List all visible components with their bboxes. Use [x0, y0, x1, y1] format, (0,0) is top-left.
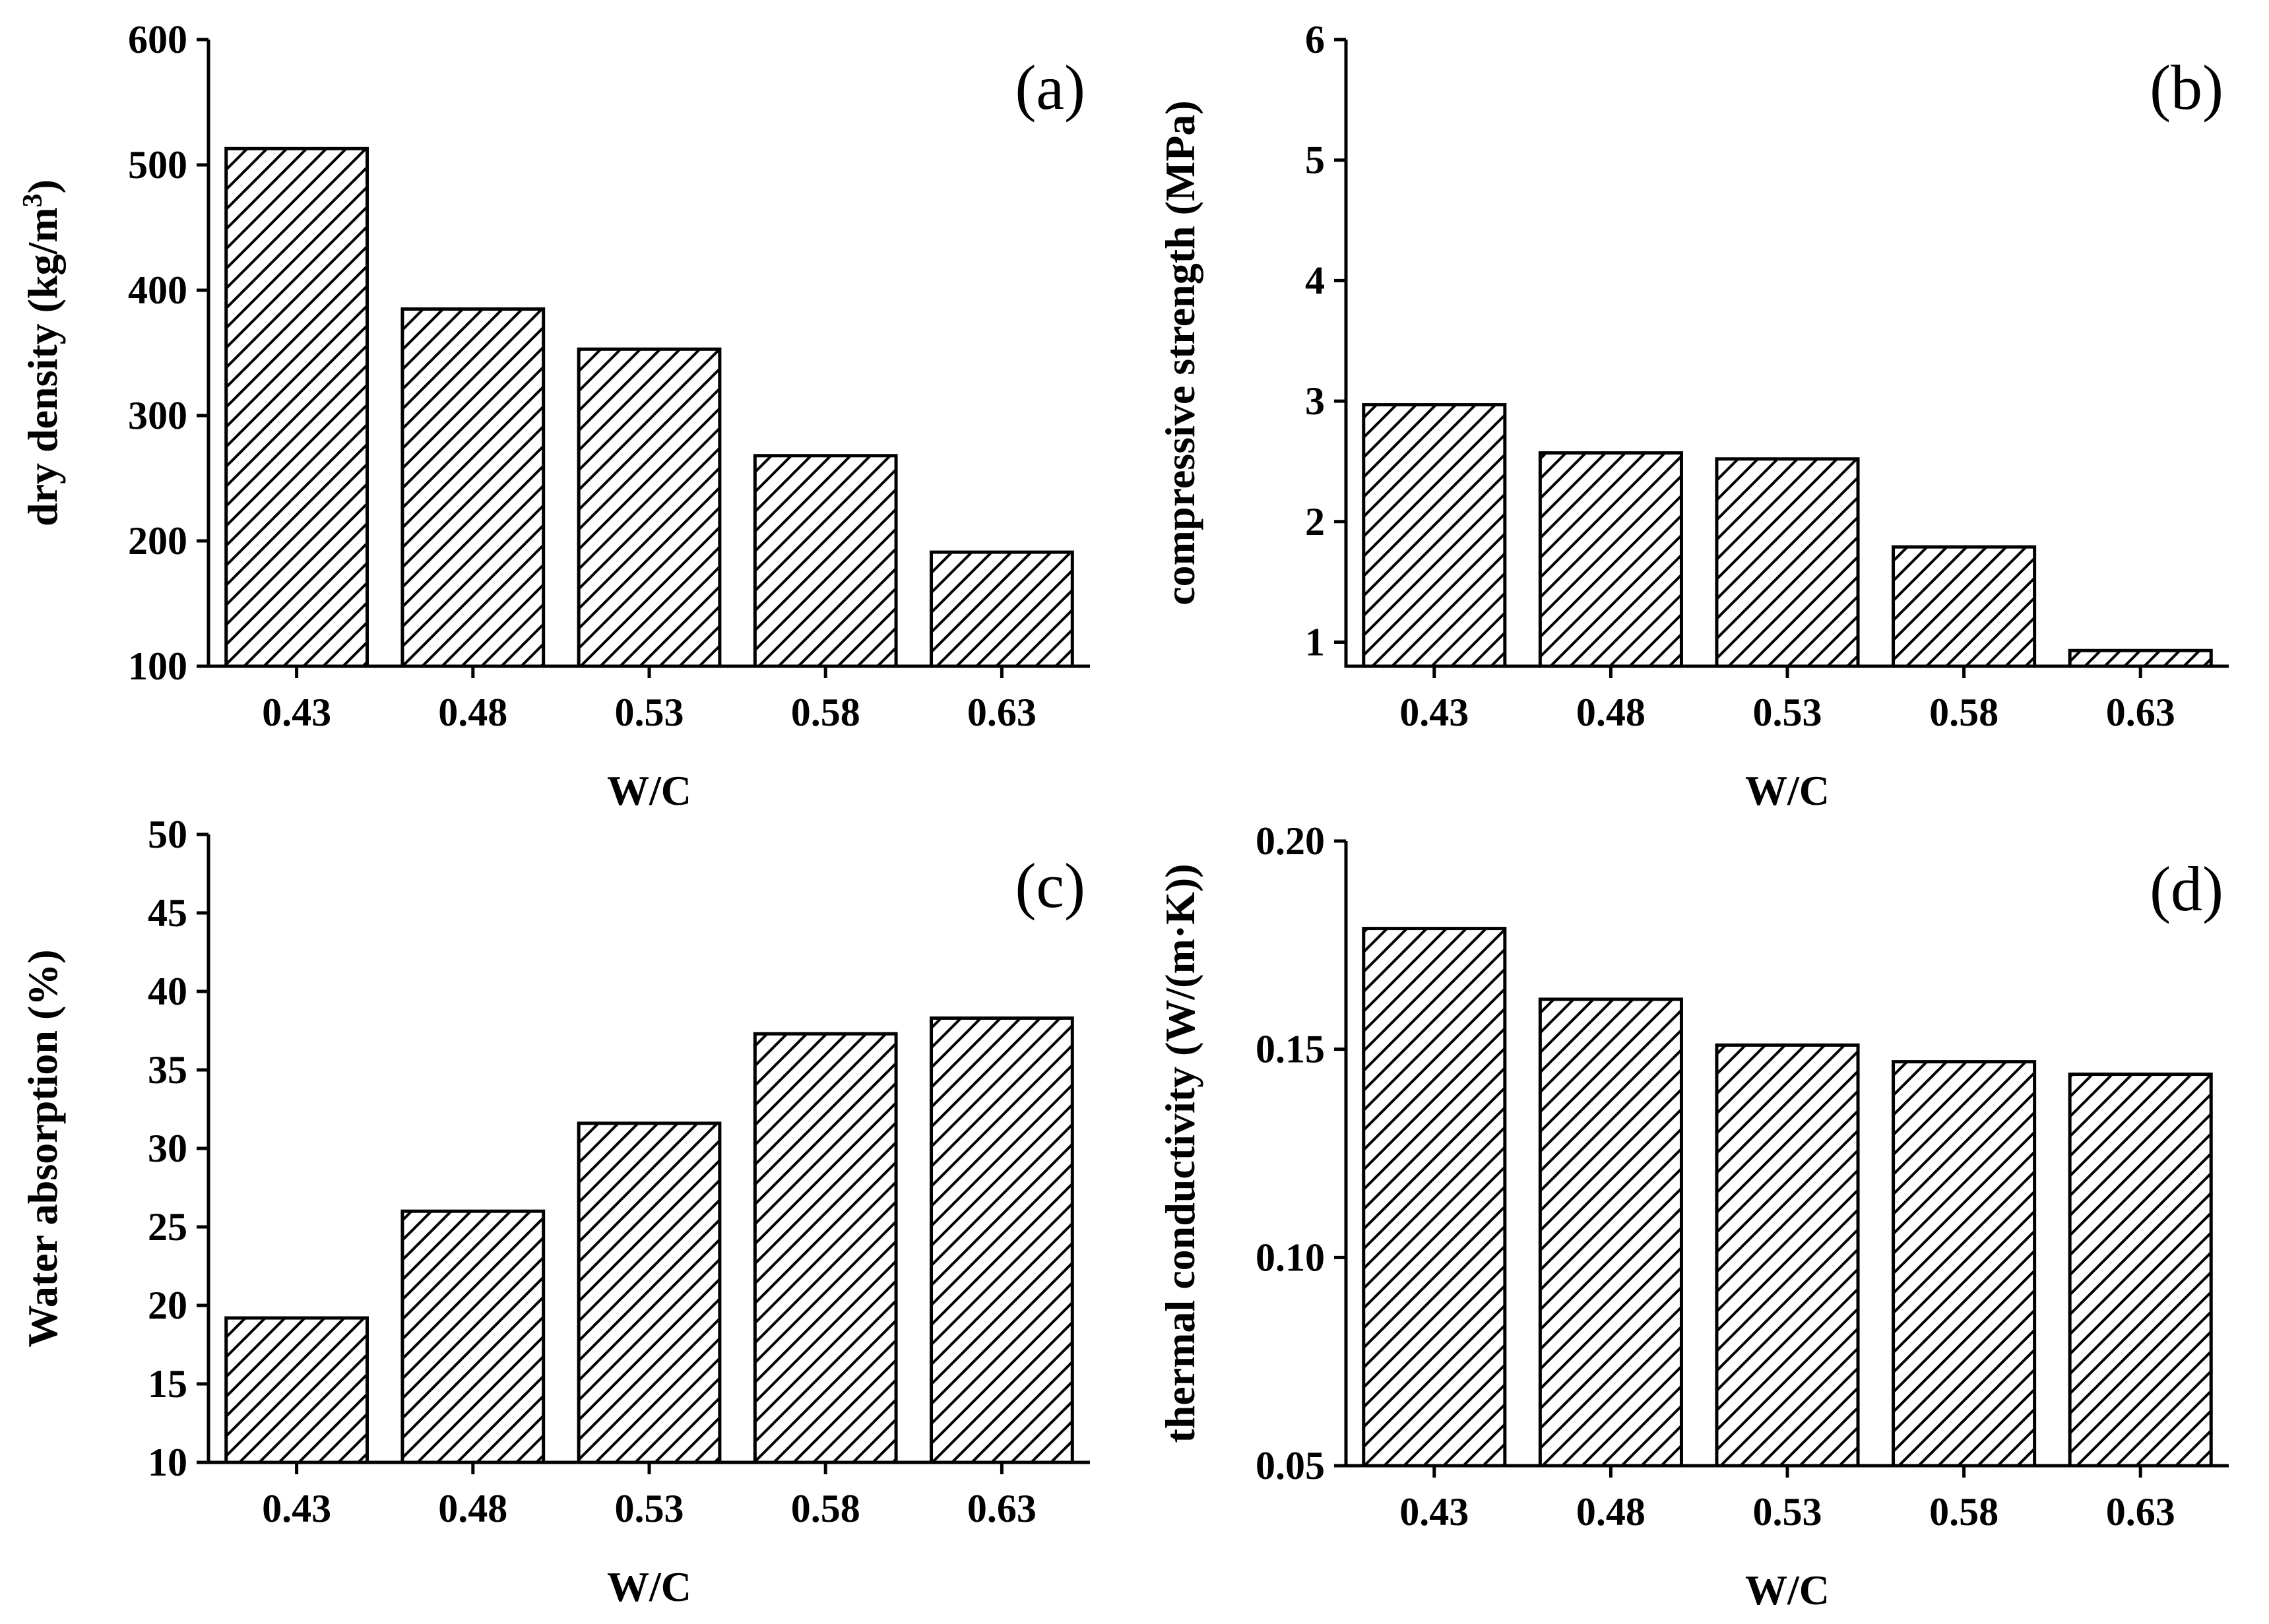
bar-0.43 [224, 1316, 369, 1464]
y-tick-label: 30 [148, 1127, 187, 1170]
panel-label: (a) [1015, 52, 1085, 123]
x-axis-title: W/C [1745, 767, 1830, 814]
y-axis-title: thermal conductivity (W/(m·K)) [1157, 863, 1203, 1443]
x-tick-label: 0.43 [1399, 1490, 1469, 1534]
y-tick-label: 5 [1305, 139, 1325, 182]
x-tick-label: 0.58 [1929, 691, 1998, 734]
y-tick-label: 600 [128, 18, 187, 61]
x-axis-title: W/C [607, 767, 691, 814]
x-tick-label: 0.63 [2106, 691, 2175, 734]
y-tick-label: 100 [128, 644, 187, 688]
x-tick-label: 0.53 [1753, 1490, 1822, 1534]
x-tick-label: 0.58 [791, 691, 860, 734]
panel-label: (d) [2150, 854, 2223, 924]
bar-0.48 [1538, 997, 1683, 1468]
bar-0.53 [577, 347, 722, 668]
panel-c: 10 15 20 25 30 35 40 45 50 0.43 0.48 0.53 0.58 0.63 W/… [19, 813, 1090, 1610]
panel-d: 0.05 0.10 0.15 0.20 0.43 0.48 0.53 0.58 0.63 W/C t… [1157, 819, 2229, 1613]
x-tick-label: 0.43 [262, 691, 331, 734]
y-tick-label: 50 [148, 813, 187, 856]
y-tick-label: 10 [148, 1441, 187, 1484]
panel-b: 1 2 3 4 5 6 0.43 0.48 0.53 0.58 0.63 W/C compressive… [1157, 18, 2229, 814]
bar-0.43 [1362, 403, 1507, 668]
bar-0.58 [1892, 545, 2037, 668]
y-axis-title-close: ) [19, 179, 66, 193]
x-tick-label: 0.43 [1399, 691, 1469, 734]
bar-0.53 [577, 1121, 722, 1464]
x-tick-label: 0.53 [1753, 691, 1822, 734]
y-tick-label: 4 [1305, 259, 1325, 302]
y-tick-label: 400 [128, 268, 187, 312]
y-axis-title: Water absorption (%) [19, 949, 66, 1347]
bar-0.58 [1892, 1060, 2037, 1468]
x-axis-title: W/C [607, 1563, 691, 1610]
x-tick-label: 0.58 [791, 1487, 860, 1530]
y-tick-label: 500 [128, 143, 187, 187]
x-tick-label: 0.63 [967, 1487, 1037, 1530]
bar-0.48 [400, 1209, 546, 1464]
y-tick-label: 45 [148, 891, 187, 935]
x-tick-label: 0.48 [438, 1487, 507, 1530]
x-tick-label: 0.53 [615, 691, 684, 734]
bar-0.58 [753, 454, 898, 668]
y-tick-label: 6 [1305, 18, 1325, 61]
x-tick-label: 0.43 [262, 1487, 331, 1530]
bar-0.43 [1362, 927, 1507, 1468]
axes [1344, 40, 2229, 668]
y-tick-label: 3 [1305, 379, 1325, 423]
y-tick-label: 20 [148, 1284, 187, 1327]
y-tick-label: 0.20 [1256, 819, 1325, 863]
y-tick-label: 1 [1305, 620, 1325, 664]
bar-0.53 [1715, 457, 1860, 668]
y-axis-title-main: dry density (kg/m [19, 207, 66, 526]
y-tick-label: 200 [128, 519, 187, 563]
y-axis-title: dry density (kg/m3) [18, 179, 66, 526]
x-tick-label: 0.48 [1576, 691, 1646, 734]
y-tick-label: 0.05 [1256, 1444, 1325, 1487]
bar-0.63 [2068, 648, 2213, 668]
x-tick-label: 0.63 [967, 691, 1037, 734]
panel-label: (c) [1015, 850, 1085, 921]
bar-0.63 [930, 550, 1074, 668]
bar-0.43 [224, 146, 369, 668]
y-tick-label: 25 [148, 1205, 187, 1249]
y-axis-title: compressive strength (MPa) [1157, 100, 1203, 605]
x-tick-label: 0.58 [1929, 1490, 1998, 1534]
y-tick-label: 300 [128, 394, 187, 437]
bar-0.48 [400, 307, 546, 668]
y-axis-title-superscript: 3 [18, 193, 48, 207]
bar-0.48 [1538, 451, 1683, 668]
y-tick-label: 35 [148, 1048, 187, 1092]
x-tick-label: 0.63 [2106, 1490, 2175, 1534]
y-tick-label: 2 [1305, 500, 1325, 544]
y-tick-label: 40 [148, 970, 187, 1013]
bar-0.53 [1715, 1043, 1860, 1468]
x-tick-label: 0.53 [615, 1487, 684, 1530]
panel-label: (b) [2150, 52, 2223, 123]
bar-0.58 [753, 1032, 898, 1464]
panel-a: 100 200 300 400 500 600 0.43 0.48 0.53 0.58 0.63 W/… [18, 18, 1090, 814]
x-tick-label: 0.48 [438, 691, 507, 734]
bar-0.63 [930, 1016, 1074, 1464]
bar-0.63 [2068, 1073, 2213, 1468]
x-tick-label: 0.48 [1576, 1490, 1646, 1534]
y-tick-label: 15 [148, 1362, 187, 1406]
y-tick-label: 0.10 [1256, 1235, 1325, 1279]
x-axis-title: W/C [1745, 1567, 1830, 1613]
y-tick-label: 0.15 [1256, 1028, 1325, 1071]
